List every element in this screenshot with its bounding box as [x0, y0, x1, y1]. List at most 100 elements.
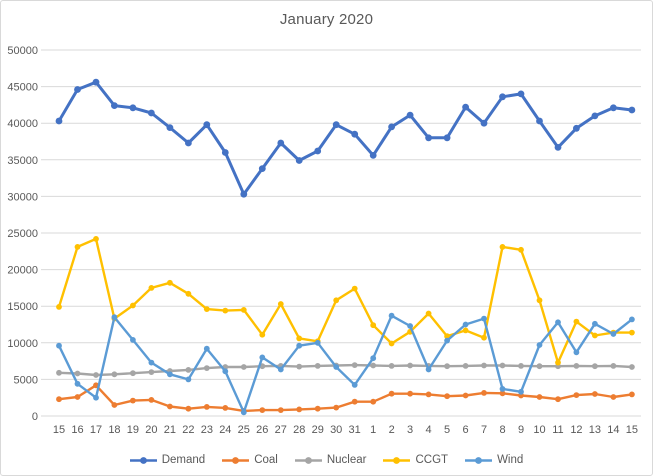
data-point-demand [591, 112, 599, 120]
legend-marker-nuclear [294, 456, 322, 464]
data-point-demand [148, 109, 155, 117]
data-point-demand [610, 104, 617, 112]
data-point-nuclear [610, 363, 617, 369]
data-point-wind [481, 315, 487, 322]
data-point-ccgt [370, 322, 377, 329]
data-point-coal [555, 396, 561, 403]
data-point-coal [74, 394, 81, 400]
data-point-coal [314, 405, 321, 412]
data-point-ccgt [629, 329, 635, 336]
legend-item-demand: Demand [129, 454, 206, 466]
data-point-wind [277, 366, 284, 373]
data-point-wind [592, 320, 598, 327]
data-point-nuclear [351, 362, 358, 368]
data-point-coal [259, 407, 266, 413]
data-point-nuclear [56, 369, 62, 376]
data-point-nuclear [93, 372, 99, 378]
data-point-nuclear [481, 362, 487, 369]
data-point-coal [573, 392, 580, 398]
data-point-coal [536, 394, 543, 400]
data-point-wind [629, 316, 635, 323]
y-axis-tick-label: 35000 [7, 155, 38, 167]
x-axis-tick-label: 15 [626, 424, 638, 436]
x-axis-tick-label: 22 [182, 424, 194, 436]
data-point-wind [407, 323, 413, 329]
data-point-coal [277, 407, 284, 413]
data-point-ccgt [573, 318, 580, 325]
data-point-nuclear [573, 363, 580, 369]
data-point-coal [185, 405, 192, 412]
data-point-ccgt [388, 340, 395, 347]
x-axis-tick-label: 26 [256, 424, 268, 436]
data-point-nuclear [444, 363, 450, 370]
y-axis-tick-label: 0 [32, 411, 38, 423]
x-axis-tick-label: 20 [145, 424, 157, 436]
data-point-wind [536, 342, 543, 348]
data-point-demand [314, 147, 322, 155]
x-axis-tick-label: 15 [53, 424, 65, 436]
legend-item-ccgt: CCGT [383, 454, 448, 466]
x-axis-tick-label: 25 [238, 424, 250, 436]
data-point-demand [111, 102, 118, 109]
data-point-wind [296, 342, 303, 349]
y-axis-tick-label: 10000 [7, 338, 38, 350]
data-point-coal [203, 404, 210, 410]
data-point-ccgt [518, 246, 524, 253]
y-axis-tick-label: 40000 [7, 118, 38, 130]
x-axis-tick-label: 27 [275, 424, 287, 436]
data-point-ccgt [240, 307, 247, 313]
gridlines [41, 49, 641, 417]
x-axis-tick-label: 4 [426, 424, 432, 436]
data-point-demand [258, 165, 266, 173]
data-point-ccgt [592, 332, 598, 339]
data-point-ccgt [93, 236, 99, 242]
data-point-wind [555, 319, 561, 326]
data-point-ccgt [555, 359, 561, 366]
series-line-demand [57, 80, 634, 196]
x-axis-tick-labels: 15 16 17 18 19 20 21 22 23 24 25 26 27 28 29 30 31 1 2 3 4 5 6… [53, 424, 638, 436]
data-point-wind [610, 331, 617, 337]
x-axis-tick-label: 3 [407, 424, 413, 436]
data-point-nuclear [499, 362, 506, 369]
data-point-wind [130, 337, 136, 343]
data-point-demand [425, 134, 432, 142]
data-point-wind [518, 388, 524, 395]
data-point-coal [388, 390, 395, 397]
data-point-coal [111, 402, 118, 408]
data-point-coal [610, 394, 617, 400]
x-axis-tick-label: 30 [330, 424, 342, 436]
legend-label-demand: Demand [161, 454, 206, 466]
data-point-wind [167, 371, 173, 378]
data-point-coal [296, 406, 303, 413]
data-point-ccgt [56, 304, 62, 310]
data-point-nuclear [240, 364, 247, 370]
y-axis-tick-labels: 0 5000 10000 15000 20000 25000 30000 35000 40000… [7, 45, 38, 423]
data-point-wind [148, 359, 155, 366]
data-point-nuclear [407, 362, 413, 369]
data-point-wind [462, 321, 469, 328]
data-point-ccgt [148, 285, 155, 291]
data-point-demand [406, 111, 414, 119]
data-point-ccgt [425, 310, 432, 317]
data-point-demand [628, 106, 636, 114]
data-point-coal [462, 392, 469, 399]
data-point-coal [444, 393, 450, 400]
legend-marker-dot [475, 456, 482, 464]
data-point-coal [629, 391, 635, 398]
x-axis-tick-label: 14 [607, 424, 619, 436]
data-point-demand [277, 139, 285, 147]
data-point-coal [333, 404, 340, 411]
data-point-nuclear [130, 370, 136, 377]
legend-item-coal: Coal [222, 454, 278, 466]
data-point-ccgt [333, 297, 340, 304]
data-point-wind [444, 337, 450, 344]
series-line-ccgt [57, 237, 634, 364]
legend: Demand Coal Nuclear CCGT Wind [1, 454, 652, 466]
x-axis-tick-label: 1 [370, 424, 376, 436]
data-point-ccgt [444, 333, 450, 340]
data-point-nuclear [629, 364, 635, 370]
x-axis-tick-label: 10 [533, 424, 545, 436]
series-demand [55, 78, 636, 198]
x-axis-tick-label: 18 [108, 424, 120, 436]
